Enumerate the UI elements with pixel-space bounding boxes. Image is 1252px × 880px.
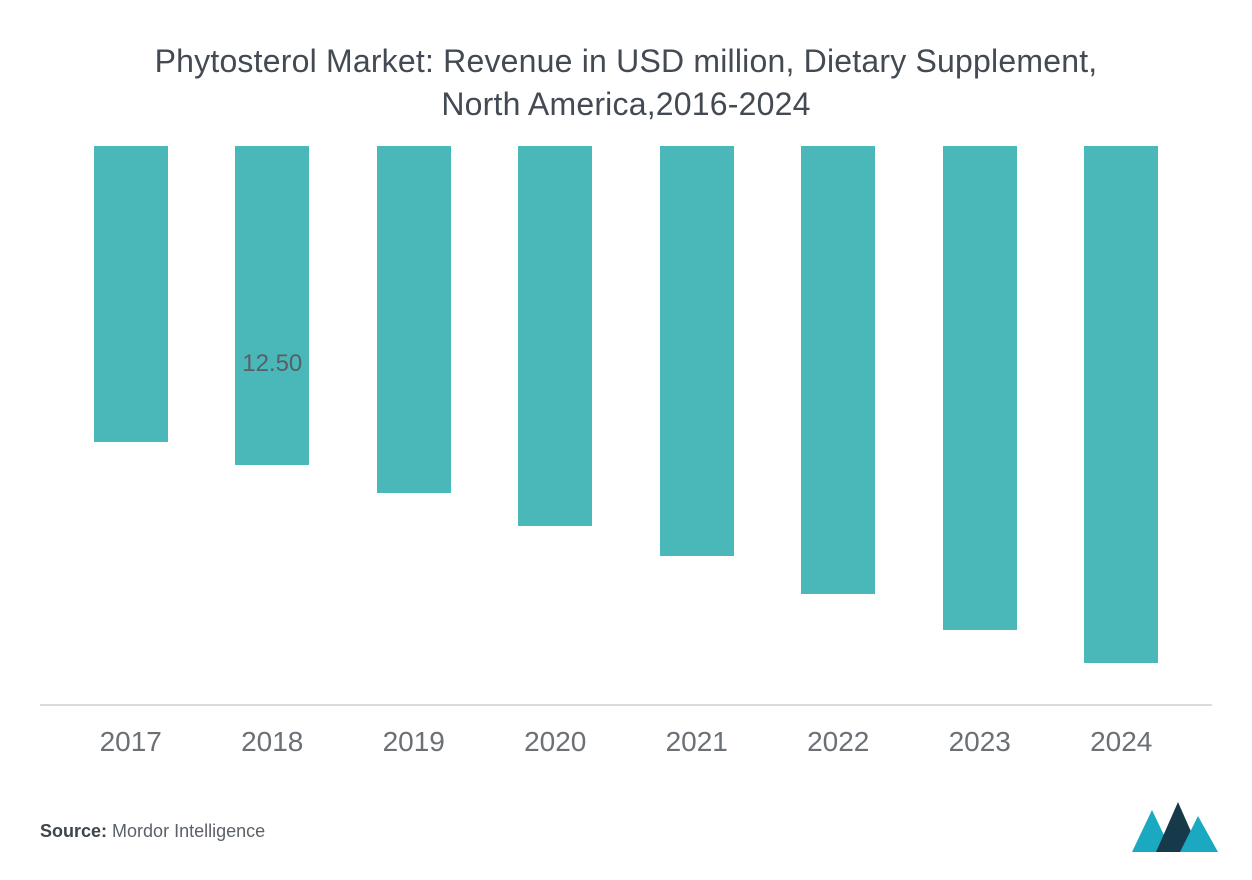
brand-logo: [1132, 802, 1218, 852]
bar: [801, 146, 875, 594]
bar: [94, 146, 168, 441]
x-tick: 2022: [768, 726, 910, 758]
x-tick: 2019: [343, 726, 485, 758]
source-text: Mordor Intelligence: [112, 821, 265, 841]
bar: [235, 146, 309, 464]
source-label: Source:: [40, 821, 107, 841]
bar: [377, 146, 451, 492]
bar-value-label: 12.50: [242, 350, 302, 378]
bar-slot: 12.50: [202, 146, 344, 704]
x-tick: 2020: [485, 726, 627, 758]
plot-wrap: 12.50 20172018201920202021202220232024: [40, 146, 1212, 786]
logo-svg: [1132, 802, 1218, 852]
bar: [1084, 146, 1158, 663]
bar-slot: [343, 146, 485, 704]
source-footer: Source: Mordor Intelligence: [40, 821, 265, 842]
bar-slot: [909, 146, 1051, 704]
chart-card: Phytosterol Market: Revenue in USD milli…: [0, 0, 1252, 880]
x-tick: 2021: [626, 726, 768, 758]
x-tick: 2018: [202, 726, 344, 758]
plot-area: 12.50: [40, 146, 1212, 706]
x-axis: 20172018201920202021202220232024: [40, 706, 1212, 758]
bars-container: 12.50: [40, 146, 1212, 704]
bar-slot: [768, 146, 910, 704]
bar: [943, 146, 1017, 630]
bar-slot: [626, 146, 768, 704]
x-tick: 2017: [60, 726, 202, 758]
bar: [660, 146, 734, 556]
x-tick: 2024: [1051, 726, 1193, 758]
bar-slot: [485, 146, 627, 704]
bar-slot: [1051, 146, 1193, 704]
x-tick: 2023: [909, 726, 1051, 758]
bar-slot: [60, 146, 202, 704]
bar: [518, 146, 592, 525]
chart-title: Phytosterol Market: Revenue in USD milli…: [136, 40, 1116, 126]
